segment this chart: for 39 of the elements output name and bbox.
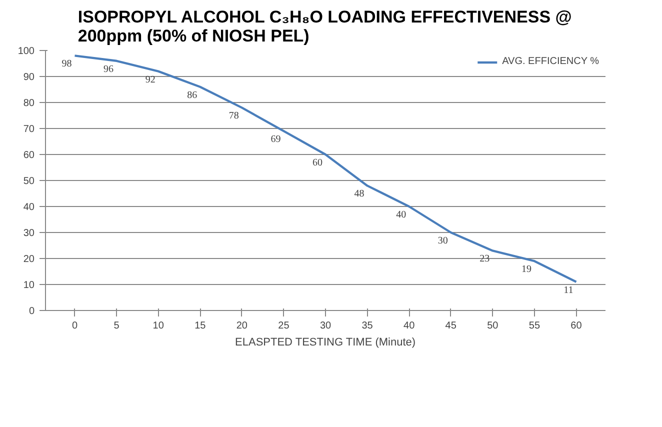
data-label: 60 [312, 158, 322, 168]
data-label: 92 [145, 74, 156, 86]
y-tick-label: 40 [23, 202, 35, 213]
data-label: 69 [270, 134, 281, 146]
data-label: 30 [438, 236, 448, 246]
data-label: 11 [564, 284, 574, 296]
chart-title: ISOPROPYL ALCOHOL C₃H₈O LOADING EFFECTIVENESS @ 200ppm (50% of NIOSH PEL) [78, 8, 572, 46]
legend-label: AVG. EFFICIENCY % [502, 56, 599, 67]
x-tick-label: 10 [152, 320, 164, 332]
data-label: 40 [396, 210, 406, 220]
data-label: 78 [228, 110, 239, 122]
y-tick-label: 0 [28, 306, 35, 317]
y-tick-label: 90 [23, 72, 35, 83]
x-tick-label: 20 [236, 320, 248, 332]
y-tick-label: 10 [23, 280, 35, 291]
data-label: 98 [62, 58, 72, 70]
y-tick-label: 70 [23, 124, 35, 135]
x-tick-label: 5 [114, 320, 120, 332]
data-label: 19 [521, 264, 532, 276]
x-tick-label: 45 [445, 320, 457, 332]
x-axis-title: ELASPTED TESTING TIME (Minute) [235, 336, 416, 348]
x-tick-label: 15 [194, 320, 206, 332]
data-label: 48 [354, 188, 364, 200]
y-tick-label: 60 [23, 150, 35, 161]
x-tick-label: 30 [320, 320, 332, 332]
x-tick-label: 60 [570, 320, 582, 332]
y-tick-label: 100 [18, 46, 35, 57]
x-tick-label: 0 [72, 320, 78, 332]
x-tick-label: 25 [278, 320, 290, 332]
data-label: 96 [104, 64, 114, 75]
x-tick-label: 55 [528, 320, 540, 332]
x-tick-label: 35 [362, 320, 374, 332]
y-tick-label: 80 [23, 98, 35, 109]
y-tick-label: 50 [23, 176, 35, 187]
x-tick-label: 40 [404, 320, 416, 332]
x-tick-label: 50 [487, 320, 499, 332]
y-tick-label: 20 [23, 254, 35, 265]
y-tick-label: 30 [23, 228, 35, 239]
data-label: 86 [187, 90, 198, 101]
